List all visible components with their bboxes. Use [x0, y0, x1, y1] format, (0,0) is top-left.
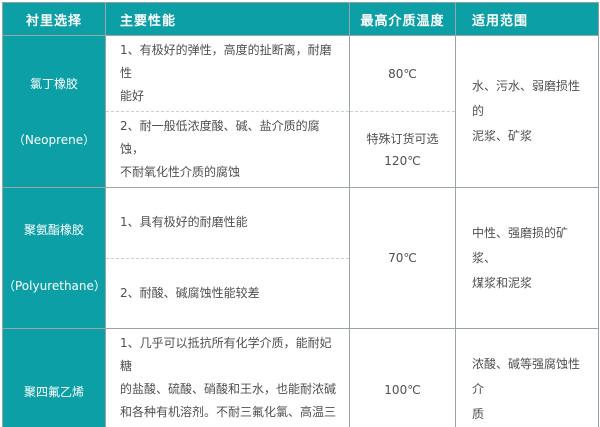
temperature-cell: 特殊订货可选 120℃: [349, 111, 456, 188]
table-row: 氯丁橡胶 （Neoprene） 1、有极好的弹性，高度的扯断离，耐磨性 能好 8…: [2, 35, 599, 188]
col-header-performance: 主要性能: [105, 2, 350, 36]
table-row: 聚四氟乙烯 （JPEFE） 1、几乎可以抵抗所有化学介质，能耐妃糖 的盐酸、硫酸…: [2, 328, 599, 427]
temperature-cell: 80℃: [349, 35, 456, 112]
col-header-lining: 衬里选择: [2, 2, 106, 36]
material-name: 聚四氟乙烯: [23, 384, 84, 399]
temperature-cell: 70℃: [349, 187, 456, 329]
table-row: 2、耐酸、碱腐蚀性能较差: [3, 257, 599, 329]
material-cell-ptfe: 聚四氟乙烯 （JPEFE）: [2, 328, 106, 427]
material-name: 聚氨酯橡胶: [23, 223, 84, 237]
range-cell: 中性、强磨损的矿浆、 煤浆和泥浆: [455, 187, 599, 329]
performance-cell: 2、耐酸、碱腐蚀性能较差: [105, 257, 350, 329]
performance-cell: 1、具有极好的耐磨性能: [105, 187, 350, 258]
col-header-application: 适用范围: [455, 2, 599, 36]
performance-cell: 2、耐一般低浓度酸、碱、盐介质的腐蚀， 不耐氧化性介质的腐蚀: [105, 111, 350, 188]
material-code: （Neoprene）: [12, 132, 96, 147]
performance-cell: 1、几乎可以抵抗所有化学介质，能耐妃糖 的盐酸、硫酸、硝酸和王水，也能耐浓碱 和…: [105, 328, 350, 427]
range-cell: 浓酸、碱等强腐蚀性介 质: [455, 328, 599, 427]
table-row: 聚氨酯橡胶 （Polyurethane） 1、具有极好的耐磨性能 70℃ 中性、…: [2, 187, 599, 329]
material-cell-neoprene: 氯丁橡胶 （Neoprene）: [2, 35, 106, 188]
table-row: 2、耐一般低浓度酸、碱、盐介质的腐蚀， 不耐氧化性介质的腐蚀 特殊订货可选 12…: [3, 111, 599, 188]
material-cell-polyurethane: 聚氨酯橡胶 （Polyurethane）: [2, 187, 106, 329]
material-code: （Polyurethane）: [3, 279, 106, 293]
temperature-cell: 100℃: [349, 328, 456, 427]
table-header-row: 衬里选择 主要性能 最高介质温度 适用范围: [2, 2, 599, 36]
range-cell: 水、污水、弱磨损性的 泥浆、矿浆: [455, 35, 599, 188]
material-name: 氯丁橡胶: [29, 76, 78, 91]
col-header-max-temp: 最高介质温度: [349, 2, 456, 36]
performance-cell: 1、有极好的弹性，高度的扯断离，耐磨性 能好: [105, 35, 350, 112]
